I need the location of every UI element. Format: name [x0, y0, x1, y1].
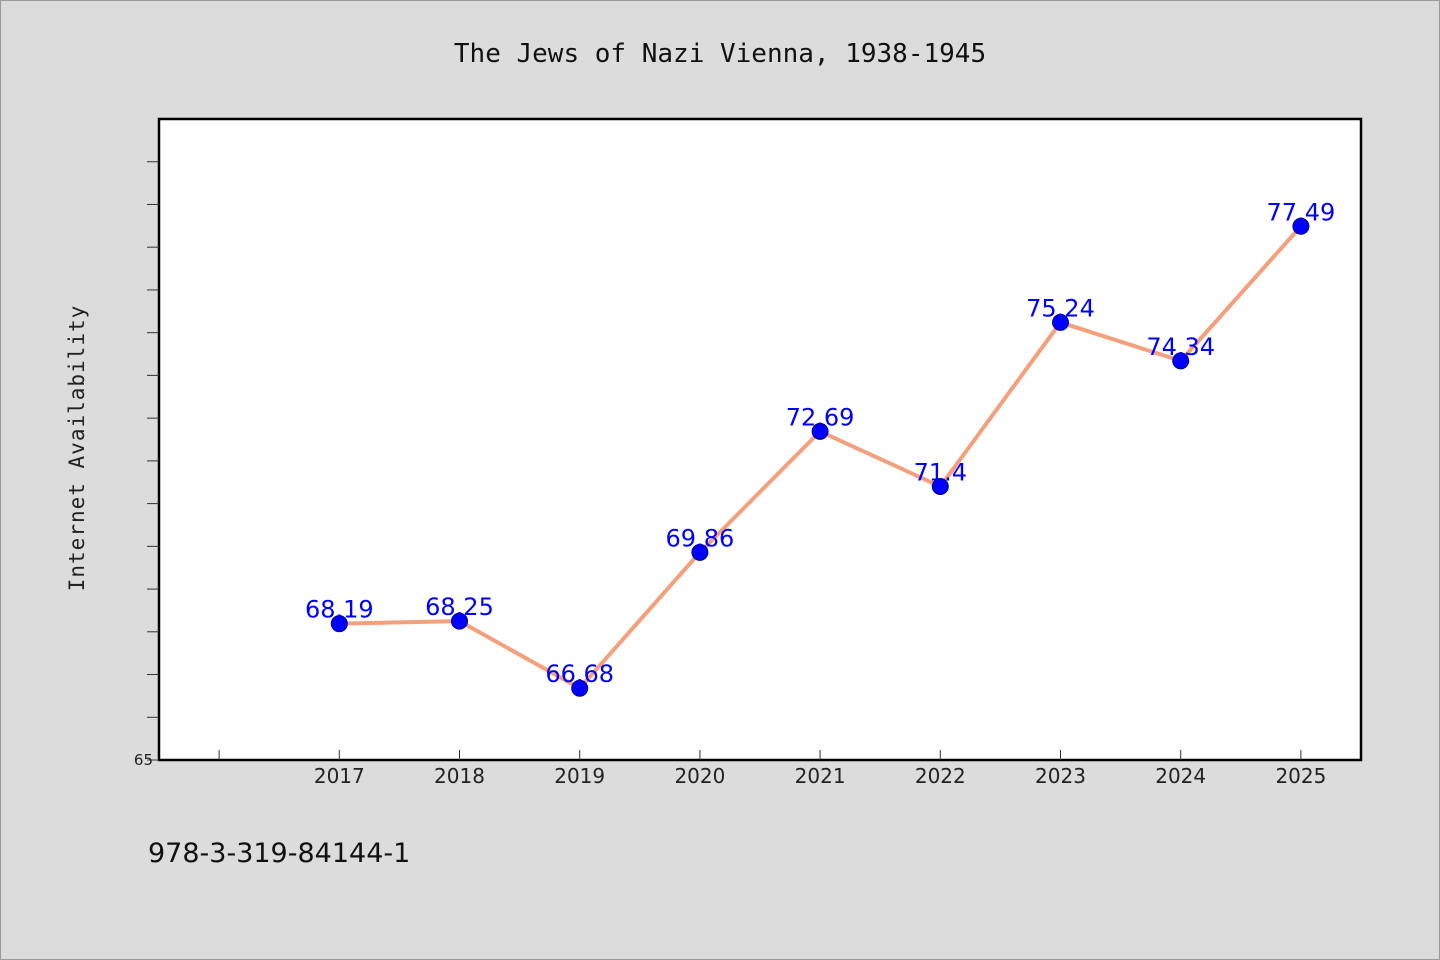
data-labels: 68.19 68.25 66.68 69.86 72.69 71.4 75.24 74.34 7… — [305, 198, 1335, 688]
x-tick-label: 2020 — [674, 764, 725, 788]
data-point — [1292, 217, 1310, 235]
y-tick-label: 65 — [134, 751, 153, 769]
x-tick-label: 2018 — [434, 764, 485, 788]
data-point — [330, 615, 348, 633]
data-label: 69.86 — [666, 524, 735, 552]
x-tick-label: 2022 — [915, 764, 966, 788]
data-point — [811, 422, 829, 440]
data-label: 71.4 — [914, 459, 967, 487]
data-point — [571, 679, 589, 697]
x-tick-label: 2017 — [314, 764, 365, 788]
data-point — [931, 478, 949, 496]
x-tick-label: 2019 — [554, 764, 605, 788]
x-tick-label: 2024 — [1155, 764, 1206, 788]
x-tick-label: 2021 — [795, 764, 846, 788]
series-layer — [330, 217, 1310, 697]
chart-title: The Jews of Nazi Vienna, 1938-1945 — [454, 39, 986, 69]
data-point — [1172, 352, 1190, 370]
data-point — [451, 612, 468, 630]
data-label: 68.19 — [305, 596, 374, 624]
data-point — [691, 543, 709, 561]
data-label: 66.68 — [545, 660, 614, 688]
isbn-footer: 978-3-319-84144-1 — [148, 838, 410, 869]
x-tick-label: 2025 — [1275, 764, 1326, 788]
data-label: 68.25 — [425, 593, 494, 621]
plot-area — [157, 117, 1363, 762]
data-label: 77.49 — [1267, 198, 1336, 226]
data-point — [1052, 313, 1069, 331]
data-label: 74.34 — [1146, 333, 1215, 361]
data-label: 72.69 — [786, 403, 855, 431]
x-axis-ticks: 2017 2018 2019 2020 2021 2022 2023 2024 2025 — [218, 750, 1326, 788]
data-label: 75.24 — [1026, 294, 1095, 322]
y-axis-label: Internet Availability — [65, 305, 89, 592]
x-tick-label: 2023 — [1035, 764, 1086, 788]
y-axis-ticks: 65 — [134, 161, 159, 769]
